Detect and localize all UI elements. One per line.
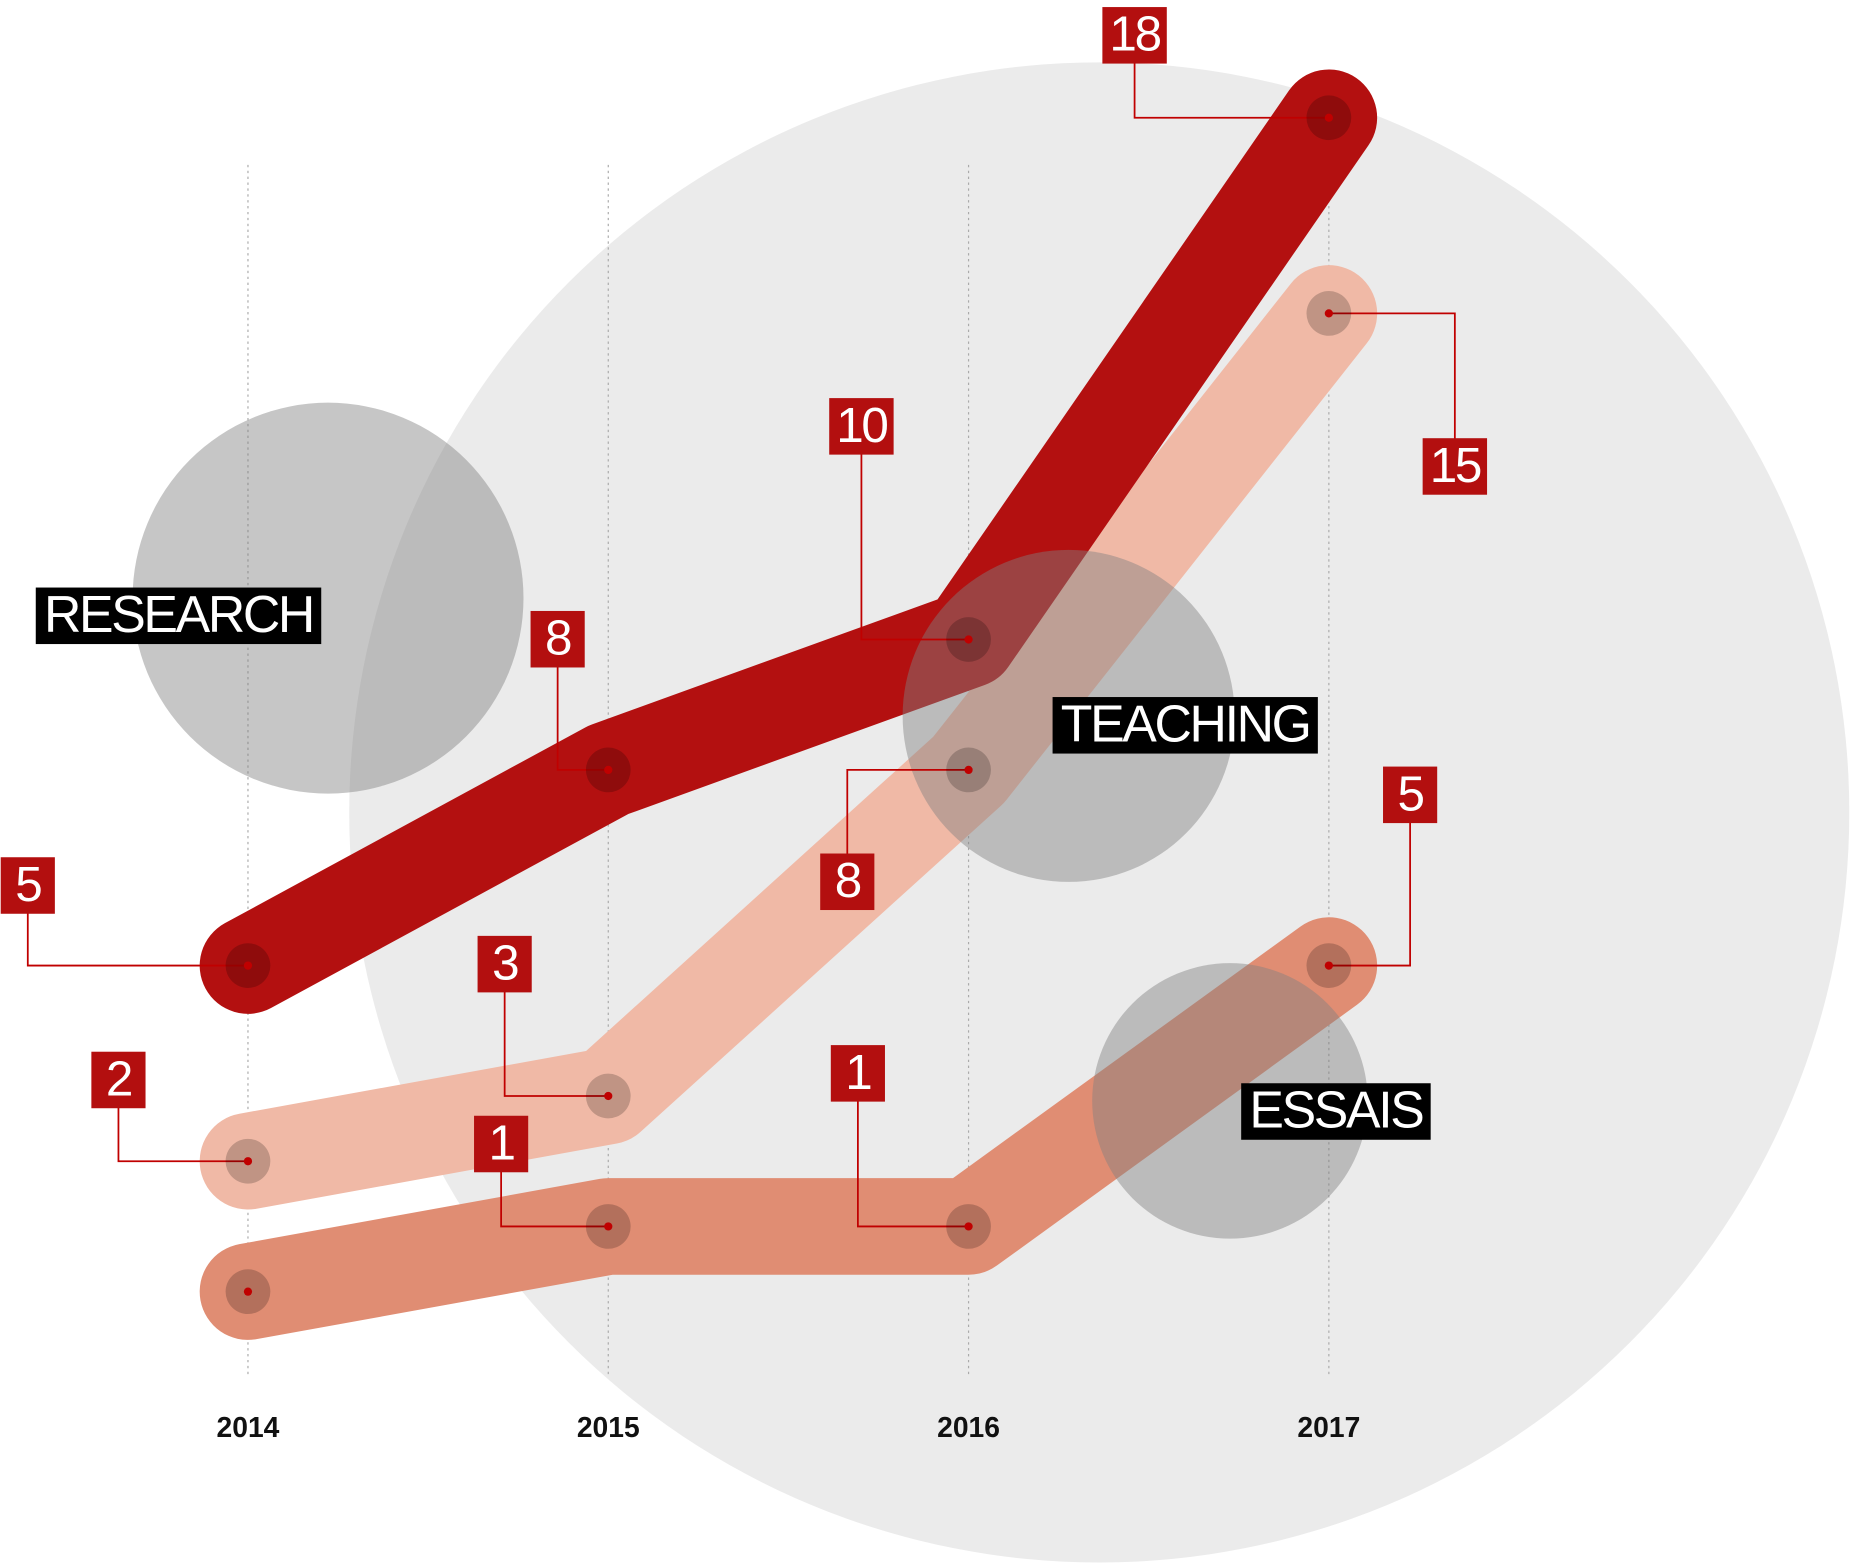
x-tick-label: 2016 bbox=[937, 1411, 1000, 1443]
value-label-text: 5 bbox=[1398, 766, 1424, 821]
value-label: 8 bbox=[530, 610, 585, 668]
value-label-text: 5 bbox=[15, 857, 41, 912]
value-label-box bbox=[830, 1045, 885, 1102]
value-label-text: 3 bbox=[492, 936, 518, 991]
value-label-box bbox=[91, 1051, 146, 1109]
value-label-box bbox=[1383, 766, 1438, 824]
leader-line bbox=[857, 1073, 969, 1228]
point-center bbox=[604, 765, 613, 775]
value-label-box bbox=[0, 857, 55, 914]
value-label: 5 bbox=[1383, 766, 1438, 824]
value-label-text: 15 bbox=[1430, 438, 1481, 493]
leader-line bbox=[503, 964, 609, 1097]
series-name: RESEARCH bbox=[44, 585, 313, 643]
overlay-bubble bbox=[132, 402, 524, 794]
series-name-box bbox=[35, 587, 322, 645]
value-label: 10 bbox=[829, 398, 894, 455]
value-label-text: 2 bbox=[106, 1051, 132, 1106]
value-label-box bbox=[1422, 438, 1488, 495]
point-center bbox=[964, 765, 973, 775]
point-center bbox=[604, 1091, 613, 1101]
value-label-box bbox=[474, 1115, 529, 1173]
series-name-box bbox=[1052, 697, 1318, 754]
value-label: 3 bbox=[477, 935, 532, 993]
point-center bbox=[604, 1222, 613, 1231]
x-tick-label: 2014 bbox=[217, 1411, 280, 1443]
series-name: ESSAIS bbox=[1249, 1081, 1423, 1139]
point-center bbox=[243, 961, 253, 970]
value-label: 5 bbox=[0, 857, 55, 914]
point-center bbox=[1324, 113, 1333, 122]
series-name-box bbox=[1241, 1083, 1431, 1140]
value-label-box bbox=[1102, 7, 1167, 64]
value-label: 2 bbox=[91, 1051, 146, 1109]
leader-line bbox=[846, 769, 969, 882]
series-name: TEACHING bbox=[1061, 694, 1310, 752]
leader-line bbox=[1328, 794, 1411, 967]
value-label-box bbox=[820, 853, 875, 911]
value-label: 15 bbox=[1422, 438, 1488, 495]
point-center bbox=[1324, 961, 1333, 970]
point-center bbox=[964, 635, 973, 644]
value-label-text: 8 bbox=[835, 853, 861, 908]
x-tick-label: 2015 bbox=[577, 1411, 640, 1443]
leader-line bbox=[1328, 312, 1456, 467]
point-center bbox=[243, 1157, 253, 1166]
point-center bbox=[243, 1287, 253, 1296]
leader-line bbox=[556, 639, 609, 771]
value-label: 18 bbox=[1102, 7, 1167, 64]
value-label-box bbox=[530, 610, 585, 668]
value-label-text: 8 bbox=[545, 611, 571, 666]
value-label-text: 10 bbox=[836, 398, 887, 453]
value-label: 1 bbox=[830, 1045, 885, 1102]
point-center bbox=[1324, 309, 1333, 318]
series-line bbox=[199, 917, 1378, 1340]
series-label: RESEARCH bbox=[35, 585, 322, 645]
series-line bbox=[199, 265, 1378, 1210]
value-label-text: 1 bbox=[489, 1115, 515, 1170]
value-label: 1 bbox=[474, 1115, 529, 1173]
series-label: ESSAIS bbox=[1241, 1081, 1431, 1140]
leader-line bbox=[860, 426, 969, 641]
series-line bbox=[199, 69, 1378, 1014]
point-center bbox=[964, 1222, 973, 1231]
value-label-box bbox=[829, 398, 894, 455]
value-label-text: 18 bbox=[1109, 7, 1160, 62]
value-label-box bbox=[477, 935, 532, 993]
overlay-bubble bbox=[1092, 963, 1368, 1239]
value-label-text: 1 bbox=[845, 1045, 871, 1100]
series-label: TEACHING bbox=[1052, 694, 1318, 754]
x-tick-label: 2017 bbox=[1297, 1411, 1360, 1443]
value-label: 8 bbox=[820, 853, 875, 911]
